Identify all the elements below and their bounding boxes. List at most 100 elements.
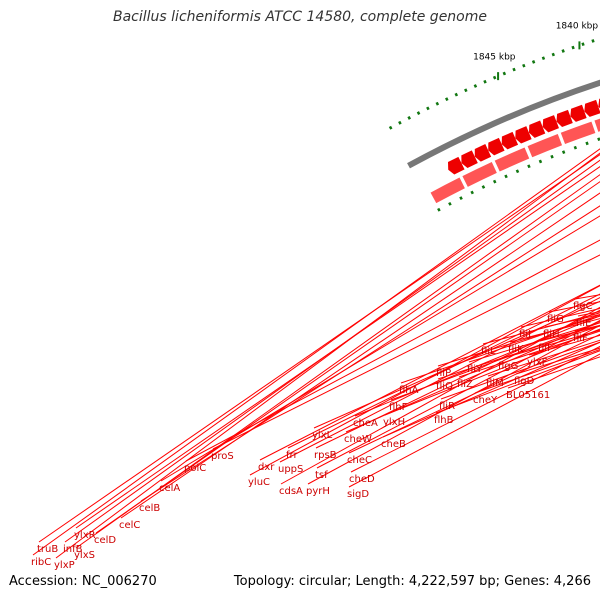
gene-label: ylxS	[74, 550, 95, 561]
gene-label: ylxP	[54, 560, 75, 571]
gene-label: cheA	[353, 418, 378, 429]
gene-label: celB	[139, 503, 160, 514]
leader-line	[382, 341, 600, 438]
gene-label: flhA	[399, 385, 419, 396]
gene-label: celD	[94, 535, 116, 546]
gene-label: fliZ	[457, 379, 473, 390]
gene-label: celC	[119, 520, 140, 531]
gene-label: fliR	[439, 401, 455, 412]
leader-line	[345, 320, 600, 433]
leader-line	[307, 324, 600, 485]
leader-line	[185, 239, 600, 462]
leader-line	[55, 152, 600, 559]
leader-line	[315, 309, 600, 449]
gene-label: dxr	[258, 462, 275, 473]
gene-label: cdsA	[279, 486, 303, 497]
gene-block	[594, 118, 600, 132]
gene-block	[527, 134, 563, 158]
gene-label: proS	[211, 451, 234, 462]
gene-label: cheB	[381, 439, 406, 450]
ruler-tick-label: 1840 kbp	[556, 21, 599, 31]
gene-block	[494, 147, 530, 172]
gene-label: uppS	[278, 464, 303, 475]
gene-label: fliF	[573, 333, 588, 344]
leader-line	[316, 319, 600, 469]
gene-label: fliE	[576, 318, 591, 329]
ruler-outer-dots	[387, 37, 600, 131]
feature-tracks	[430, 98, 600, 204]
gene-label: ylxF	[527, 357, 548, 368]
leader-line	[75, 165, 600, 529]
gene-label: ylxH	[383, 417, 405, 428]
leader-line	[458, 330, 600, 378]
leader-line	[354, 315, 600, 417]
gene-arrow	[515, 126, 532, 144]
leader-line	[32, 148, 600, 556]
gene-label: fliG	[547, 314, 564, 325]
leader-line	[120, 192, 600, 519]
leader-line	[249, 285, 600, 476]
gene-arrow	[556, 109, 573, 128]
accession-text: Accession: NC_006270	[9, 574, 157, 589]
leader-line	[400, 314, 600, 384]
gene-label: fliL	[481, 346, 496, 357]
leader-line	[38, 153, 600, 543]
gene-label: cheD	[349, 474, 375, 485]
leader-line	[348, 353, 600, 488]
gene-label: yluC	[248, 477, 270, 488]
gene-arrow	[488, 137, 505, 156]
gene-label: fliJ	[519, 329, 531, 340]
gene-label: BL05161	[506, 390, 550, 401]
gene-label: fliP	[436, 368, 451, 379]
gene-label: truB	[37, 544, 58, 555]
gene-arrow	[542, 115, 560, 133]
gene-arrow	[474, 144, 492, 162]
leader-line	[384, 328, 600, 416]
gene-label: celA	[159, 483, 180, 494]
genome-title: Bacillus licheniformis ATCC 14580, compl…	[113, 9, 487, 25]
gene-arrow	[584, 99, 600, 117]
label-leader-lines	[32, 148, 600, 559]
gene-arrow	[461, 150, 478, 168]
leader-line	[280, 306, 600, 485]
gene-label: rpsB	[314, 450, 337, 461]
gene-arrow	[570, 104, 587, 122]
gene-label: sigD	[347, 489, 369, 500]
ruler-tick-label: 1845 kbp	[473, 53, 516, 63]
gene-label: cheY	[473, 395, 498, 406]
gene-arrow	[447, 156, 465, 175]
leader-line	[212, 254, 600, 450]
leader-line	[160, 215, 600, 482]
leader-line	[75, 174, 600, 549]
gene-label: frr	[286, 450, 298, 461]
gene-label: flgG	[498, 361, 518, 372]
gene-label: ylxL	[312, 430, 333, 441]
leader-line	[279, 296, 600, 463]
gene-label: infB	[63, 544, 83, 555]
kbp-ruler: 1790 kbp1795 kbp1800 kbp1805 kbp1810 kbp…	[387, 21, 600, 214]
gene-block	[430, 177, 465, 204]
genome-backbone	[407, 79, 600, 169]
leader-line	[95, 181, 600, 534]
gene-label: pyrH	[306, 486, 330, 497]
gene-label: flgD	[514, 376, 535, 387]
leader-line	[390, 322, 600, 401]
gene-label: ylxR	[74, 530, 96, 541]
gene-block	[560, 121, 596, 145]
gene-label: fliM	[486, 378, 504, 389]
gene-label: flhF	[389, 402, 408, 413]
topology-text: Topology: circular; Length: 4,222,597 bp…	[233, 574, 591, 589]
leader-line	[350, 345, 600, 473]
leader-line	[440, 341, 600, 400]
leader-line	[287, 293, 600, 449]
leader-line	[259, 284, 600, 461]
gene-label: cheC	[347, 455, 372, 466]
gene-block	[462, 161, 497, 187]
gene-arrow	[528, 120, 546, 138]
gene-arrow	[501, 131, 519, 150]
gene-label: fliQ	[436, 381, 453, 392]
gene-label: flgC	[573, 301, 593, 312]
gene-label: fliI	[538, 343, 550, 354]
